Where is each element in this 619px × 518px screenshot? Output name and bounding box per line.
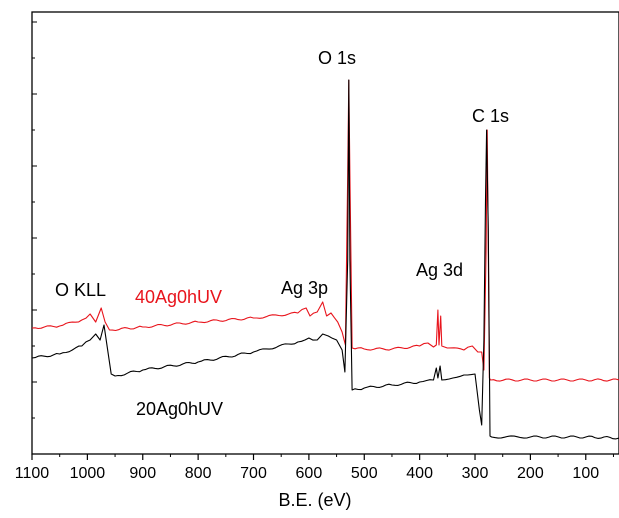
annotation-c-1s: C 1s (472, 106, 509, 126)
annotation-ag-3d: Ag 3d (416, 260, 463, 280)
x-tick-label: 600 (296, 465, 323, 482)
plot-frame (31, 11, 619, 455)
series-line-40ag0huv (31, 79, 619, 382)
x-tick-label: 1100 (15, 465, 50, 482)
x-tick-label: 800 (185, 465, 212, 482)
y-axis-ticks (32, 21, 37, 455)
x-tick-label: 1000 (70, 465, 106, 482)
series-label-20ag0huv: 20Ag0hUV (136, 399, 223, 419)
x-tick-label: 400 (406, 465, 433, 482)
x-axis-title: B.E. (eV) (278, 490, 351, 510)
x-tick-label: 100 (572, 465, 599, 482)
annotation-ag-3p: Ag 3p (281, 278, 328, 298)
annotation-o-1s: O 1s (318, 48, 356, 68)
x-tick-label: 300 (462, 465, 489, 482)
series-line-20ag0huv (31, 79, 619, 440)
x-tick-label: 500 (351, 465, 378, 482)
series-label-40ag0huv: 40Ag0hUV (135, 287, 222, 307)
x-tick-label: 700 (240, 465, 267, 482)
annotation-o-kll: O KLL (55, 280, 106, 300)
x-axis-ticks: 1100 1000 900 800 700 600 500 400 300 200 100 (15, 454, 614, 482)
x-tick-label: 900 (129, 465, 156, 482)
x-tick-label: 200 (517, 465, 544, 482)
series-layer (31, 79, 619, 440)
